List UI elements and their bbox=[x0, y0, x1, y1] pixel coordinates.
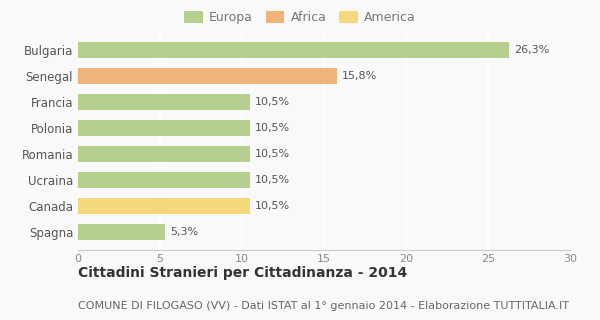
Text: 10,5%: 10,5% bbox=[255, 175, 290, 185]
Bar bbox=[78, 172, 250, 188]
Bar bbox=[78, 42, 509, 58]
Bar bbox=[78, 94, 250, 109]
Text: 10,5%: 10,5% bbox=[255, 123, 290, 133]
Bar bbox=[78, 68, 337, 84]
Text: 10,5%: 10,5% bbox=[255, 201, 290, 211]
Text: 26,3%: 26,3% bbox=[514, 45, 550, 55]
Legend: Europa, Africa, America: Europa, Africa, America bbox=[179, 6, 421, 29]
Bar bbox=[78, 224, 165, 240]
Text: 10,5%: 10,5% bbox=[255, 149, 290, 159]
Bar bbox=[78, 198, 250, 214]
Text: COMUNE DI FILOGASO (VV) - Dati ISTAT al 1° gennaio 2014 - Elaborazione TUTTITALI: COMUNE DI FILOGASO (VV) - Dati ISTAT al … bbox=[78, 301, 569, 311]
Text: Cittadini Stranieri per Cittadinanza - 2014: Cittadini Stranieri per Cittadinanza - 2… bbox=[78, 266, 407, 280]
Text: 5,3%: 5,3% bbox=[170, 227, 198, 237]
Bar bbox=[78, 120, 250, 136]
Text: 10,5%: 10,5% bbox=[255, 97, 290, 107]
Bar bbox=[78, 146, 250, 162]
Text: 15,8%: 15,8% bbox=[342, 71, 377, 81]
